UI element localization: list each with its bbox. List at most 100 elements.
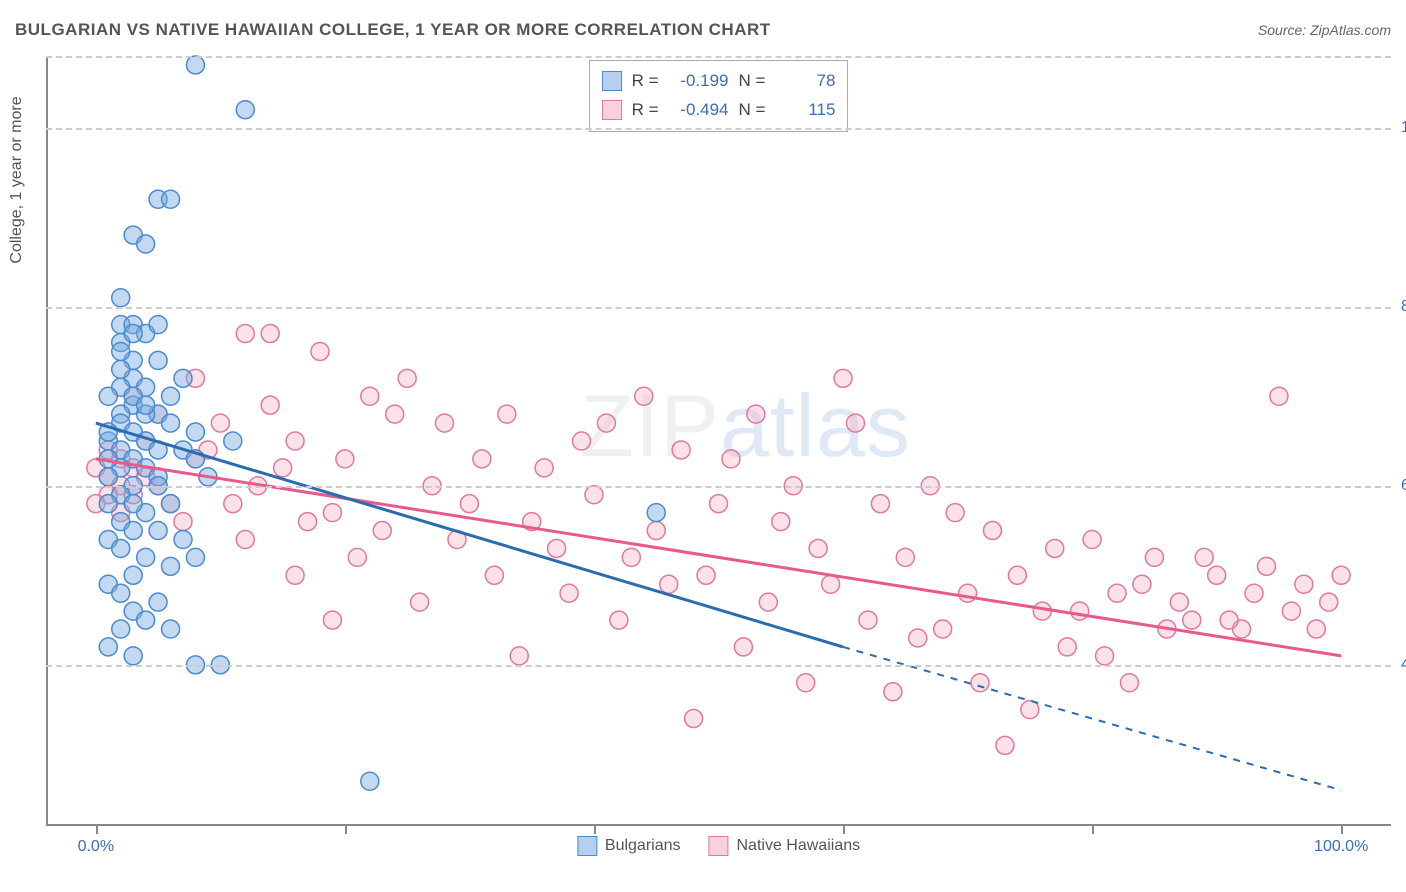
- data-point: [411, 593, 429, 611]
- data-point: [361, 772, 379, 790]
- data-point: [498, 405, 516, 423]
- data-point: [174, 513, 192, 531]
- data-point: [909, 629, 927, 647]
- data-point: [809, 539, 827, 557]
- x-tick-label: 100.0%: [1314, 838, 1368, 856]
- legend-label: Bulgarians: [605, 837, 681, 855]
- y-tick-label: 60.0%: [1401, 477, 1406, 495]
- data-point: [236, 101, 254, 119]
- data-point: [797, 674, 815, 692]
- data-point: [162, 620, 180, 638]
- data-point: [236, 325, 254, 343]
- data-point: [236, 530, 254, 548]
- data-point: [710, 495, 728, 513]
- data-point: [1208, 566, 1226, 584]
- gridline-h: [46, 307, 1391, 309]
- data-point: [759, 593, 777, 611]
- data-point: [224, 495, 242, 513]
- n-value: 115: [775, 96, 835, 125]
- data-point: [286, 432, 304, 450]
- data-point: [1058, 638, 1076, 656]
- data-point: [124, 495, 142, 513]
- data-point: [1071, 602, 1089, 620]
- swatch-icon: [577, 836, 597, 856]
- n-label: N =: [739, 96, 766, 125]
- data-point: [162, 387, 180, 405]
- x-tick: [1092, 826, 1094, 834]
- title-bar: BULGARIAN VS NATIVE HAWAIIAN COLLEGE, 1 …: [15, 20, 1391, 40]
- r-value: -0.199: [669, 67, 729, 96]
- data-point: [149, 351, 167, 369]
- data-point: [1145, 548, 1163, 566]
- x-tick: [594, 826, 596, 834]
- n-label: N =: [739, 67, 766, 96]
- x-tick: [345, 826, 347, 834]
- data-point: [1133, 575, 1151, 593]
- legend-item-hawaiians: Native Hawaiians: [709, 836, 861, 856]
- data-point: [734, 638, 752, 656]
- data-point: [174, 530, 192, 548]
- y-tick-label: 80.0%: [1401, 298, 1406, 316]
- data-point: [622, 548, 640, 566]
- data-point: [124, 522, 142, 540]
- plot-area: ZIPatlas R = -0.199 N = 78 R = -0.494 N …: [46, 56, 1391, 826]
- data-point: [884, 683, 902, 701]
- data-point: [99, 638, 117, 656]
- data-point: [149, 316, 167, 334]
- data-point: [323, 611, 341, 629]
- data-point: [162, 557, 180, 575]
- data-point: [585, 486, 603, 504]
- data-point: [473, 450, 491, 468]
- data-point: [560, 584, 578, 602]
- data-point: [299, 513, 317, 531]
- data-point: [386, 405, 404, 423]
- data-point: [99, 468, 117, 486]
- data-point: [112, 620, 130, 638]
- data-point: [510, 647, 528, 665]
- swatch-bulgarians: [602, 71, 622, 91]
- trend-line: [843, 647, 1341, 790]
- data-point: [398, 369, 416, 387]
- data-point: [137, 235, 155, 253]
- data-point: [186, 548, 204, 566]
- gridline-h: [46, 56, 1391, 58]
- data-point: [846, 414, 864, 432]
- chart-title: BULGARIAN VS NATIVE HAWAIIAN COLLEGE, 1 …: [15, 20, 771, 40]
- data-point: [660, 575, 678, 593]
- data-point: [124, 325, 142, 343]
- data-point: [1320, 593, 1338, 611]
- y-tick-label: 100.0%: [1401, 119, 1406, 137]
- data-point: [1270, 387, 1288, 405]
- data-point: [1008, 566, 1026, 584]
- data-point: [460, 495, 478, 513]
- data-point: [959, 584, 977, 602]
- data-point: [983, 522, 1001, 540]
- data-point: [261, 325, 279, 343]
- x-tick: [843, 826, 845, 834]
- data-point: [996, 736, 1014, 754]
- y-axis-label: College, 1 year or more: [8, 80, 26, 280]
- data-point: [137, 396, 155, 414]
- data-point: [635, 387, 653, 405]
- data-point: [934, 620, 952, 638]
- y-tick-label: 40.0%: [1401, 656, 1406, 674]
- data-point: [672, 441, 690, 459]
- legend-item-bulgarians: Bulgarians: [577, 836, 681, 856]
- data-point: [1282, 602, 1300, 620]
- data-point: [834, 369, 852, 387]
- data-point: [697, 566, 715, 584]
- data-point: [211, 414, 229, 432]
- data-point: [286, 566, 304, 584]
- data-point: [436, 414, 454, 432]
- data-point: [772, 513, 790, 531]
- gridline-h: [46, 486, 1391, 488]
- x-tick: [96, 826, 98, 834]
- data-point: [896, 548, 914, 566]
- data-point: [747, 405, 765, 423]
- x-tick-label: 0.0%: [78, 838, 114, 856]
- stats-legend: R = -0.199 N = 78 R = -0.494 N = 115: [589, 60, 849, 132]
- data-point: [1245, 584, 1263, 602]
- data-point: [859, 611, 877, 629]
- data-point: [1183, 611, 1201, 629]
- data-point: [174, 369, 192, 387]
